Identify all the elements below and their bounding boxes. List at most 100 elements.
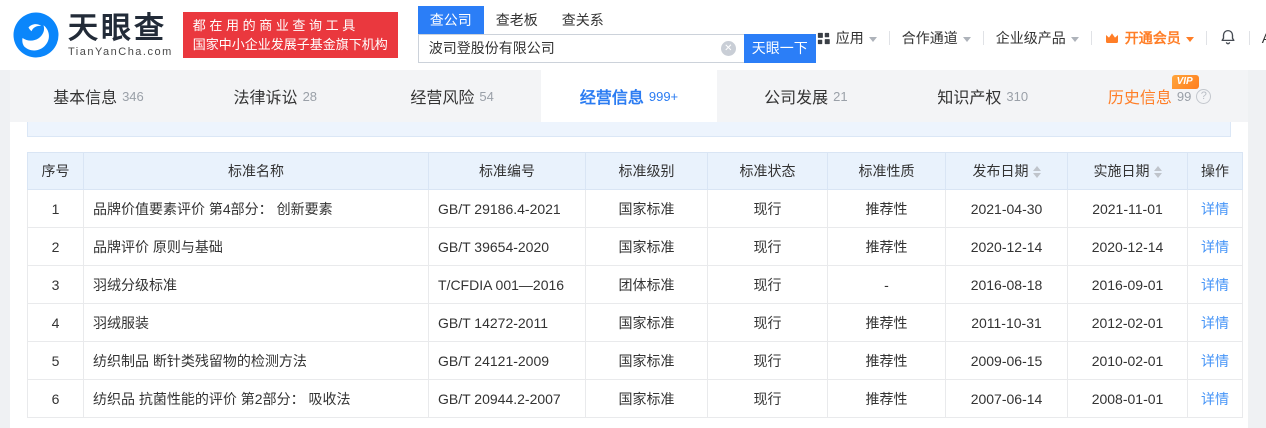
search-tabs: 查公司 查老板 查关系 bbox=[417, 5, 816, 34]
divider bbox=[1205, 31, 1207, 45]
search-block: 查公司 查老板 查关系 ✕ 天眼一下 bbox=[417, 5, 816, 63]
search-tab-relation[interactable]: 查关系 bbox=[561, 11, 604, 28]
table-row: 3 羽绒分级标准 T/CFDIA 001—2016 团体标准 现行 - 2016… bbox=[27, 265, 1243, 304]
cell-standard-level: 团体标准 bbox=[585, 265, 708, 304]
cell-standard-code: GB/T 20944.2-2007 bbox=[428, 379, 586, 418]
table-row: 5 纺织制品 断针类残留物的检测方法 GB/T 24121-2009 国家标准 … bbox=[27, 341, 1243, 380]
nav-partner-label: 合作通道 bbox=[901, 30, 958, 46]
standards-table: 序号 标准名称 标准编号 标准级别 标准状态 标准性质 发布日期 实施日期 操作… bbox=[27, 152, 1243, 418]
company-page: 基本信息 346 法律诉讼 28 经营风险 54 经营信息 999+ 公司发展 … bbox=[10, 70, 1248, 428]
search-button[interactable]: 天眼一下 bbox=[743, 33, 816, 63]
cell-publish-date: 2020-12-14 bbox=[945, 227, 1068, 266]
nav-enterprise-products[interactable]: 企业级产品 bbox=[996, 28, 1079, 48]
cell-publish-date: 2007-06-14 bbox=[945, 379, 1068, 418]
cell-action: 详情 bbox=[1187, 189, 1243, 228]
table-row: 2 品牌评价 原则与基础 GB/T 39654-2020 国家标准 现行 推荐性… bbox=[27, 227, 1243, 266]
apps-grid-icon bbox=[816, 31, 831, 46]
cell-implement-date: 2021-11-01 bbox=[1067, 189, 1188, 228]
cell-standard-status: 现行 bbox=[707, 227, 828, 266]
detail-link[interactable]: 详情 bbox=[1201, 238, 1229, 255]
slogan-line-1: 都 在 用 的 商 业 查 询 工 具 bbox=[192, 18, 356, 33]
detail-link[interactable]: 详情 bbox=[1201, 314, 1229, 331]
logo[interactable]: 天眼查 TianYanCha.com bbox=[12, 11, 173, 59]
cell-standard-name: 纺织制品 断针类残留物的检测方法 bbox=[83, 341, 429, 380]
cell-index: 3 bbox=[27, 265, 84, 304]
cell-standard-status: 现行 bbox=[707, 341, 828, 380]
divider bbox=[982, 31, 984, 45]
cell-action: 详情 bbox=[1187, 303, 1243, 342]
brand-name: 天眼查 bbox=[68, 11, 167, 45]
col-standard-status: 标准状态 bbox=[707, 152, 828, 190]
cell-action: 详情 bbox=[1187, 227, 1243, 266]
cell-action: 详情 bbox=[1187, 341, 1243, 380]
tab-business-info[interactable]: 经营信息 999+ bbox=[540, 70, 718, 122]
cell-standard-nature: - bbox=[827, 265, 946, 304]
slogan-line-2: 国家中小企业发展子基金旗下机构 bbox=[192, 37, 388, 52]
cell-standard-level: 国家标准 bbox=[585, 227, 708, 266]
tab-intellectual-property[interactable]: 知识产权 310 bbox=[937, 88, 1029, 108]
cell-standard-nature: 推荐性 bbox=[827, 341, 946, 380]
cell-standard-name: 品牌价值要素评价 第4部分： 创新要素 bbox=[83, 189, 429, 228]
col-standard-level: 标准级别 bbox=[585, 152, 708, 190]
clear-input-icon[interactable]: ✕ bbox=[720, 40, 736, 56]
cell-index: 2 bbox=[27, 227, 84, 266]
table-row: 6 纺织品 抗菌性能的评价 第2部分： 吸收法 GB/T 20944.2-200… bbox=[27, 379, 1243, 418]
cell-publish-date: 2021-04-30 bbox=[945, 189, 1068, 228]
cell-standard-name: 羽绒服装 bbox=[83, 303, 429, 342]
cell-standard-status: 现行 bbox=[707, 265, 828, 304]
notice-banner-partial bbox=[27, 122, 1231, 137]
cell-standard-code: T/CFDIA 001—2016 bbox=[428, 265, 586, 304]
tab-history-info[interactable]: VIP 历史信息 99 ? bbox=[1071, 70, 1248, 122]
col-publish-date: 发布日期 bbox=[945, 152, 1068, 190]
sort-publish-date-icon[interactable] bbox=[1032, 166, 1041, 179]
nav-user-menu[interactable]: Ashl... bbox=[1262, 30, 1266, 46]
chevron-down-icon bbox=[962, 36, 971, 42]
cell-action: 详情 bbox=[1187, 379, 1243, 418]
detail-link[interactable]: 详情 bbox=[1201, 390, 1229, 407]
table-header-row: 序号 标准名称 标准编号 标准级别 标准状态 标准性质 发布日期 实施日期 操作 bbox=[27, 152, 1243, 190]
search-input[interactable] bbox=[417, 33, 744, 63]
detail-link[interactable]: 详情 bbox=[1201, 200, 1229, 217]
cell-publish-date: 2009-06-15 bbox=[945, 341, 1068, 380]
sort-implement-date-icon[interactable] bbox=[1153, 166, 1162, 179]
nav-apps-label: 应用 bbox=[835, 30, 864, 46]
cell-implement-date: 2012-02-01 bbox=[1067, 303, 1188, 342]
cell-standard-nature: 推荐性 bbox=[827, 303, 946, 342]
company-tab-bar: 基本信息 346 法律诉讼 28 经营风险 54 经营信息 999+ 公司发展 … bbox=[10, 70, 1248, 122]
nav-notifications[interactable] bbox=[1219, 28, 1237, 49]
tab-operation-risk[interactable]: 经营风险 54 bbox=[410, 88, 494, 108]
cell-index: 5 bbox=[27, 341, 84, 380]
cell-implement-date: 2016-09-01 bbox=[1067, 265, 1188, 304]
tab-legal-proceedings[interactable]: 法律诉讼 28 bbox=[233, 88, 318, 108]
tab-company-development[interactable]: 公司发展 21 bbox=[764, 88, 848, 108]
cell-standard-name: 纺织品 抗菌性能的评价 第2部分： 吸收法 bbox=[83, 379, 429, 418]
search-tab-company[interactable]: 查公司 bbox=[417, 5, 484, 34]
divider bbox=[1248, 31, 1250, 45]
cell-index: 1 bbox=[27, 189, 84, 228]
nav-partner-channel[interactable]: 合作通道 bbox=[902, 28, 971, 48]
cell-publish-date: 2016-08-18 bbox=[945, 265, 1068, 304]
crown-icon bbox=[1104, 30, 1120, 46]
detail-link[interactable]: 详情 bbox=[1201, 276, 1229, 293]
chevron-down-icon bbox=[1185, 36, 1194, 42]
col-standard-nature: 标准性质 bbox=[827, 152, 946, 190]
detail-link[interactable]: 详情 bbox=[1201, 352, 1229, 369]
cell-standard-code: GB/T 24121-2009 bbox=[428, 341, 586, 380]
cell-standard-status: 现行 bbox=[707, 379, 828, 418]
vip-badge: VIP bbox=[1171, 75, 1199, 89]
nav-vip-label: 开通会员 bbox=[1124, 30, 1181, 46]
bell-icon bbox=[1219, 28, 1237, 49]
table-row: 1 品牌价值要素评价 第4部分： 创新要素 GB/T 29186.4-2021 … bbox=[27, 189, 1243, 228]
col-index: 序号 bbox=[27, 152, 84, 190]
help-icon[interactable]: ? bbox=[1196, 88, 1212, 104]
search-tab-boss[interactable]: 查老板 bbox=[495, 11, 538, 28]
cell-standard-status: 现行 bbox=[707, 303, 828, 342]
cell-standard-name: 品牌评价 原则与基础 bbox=[83, 227, 429, 266]
tab-basic-info[interactable]: 基本信息 346 bbox=[53, 88, 144, 108]
nav-open-vip[interactable]: 开通会员 bbox=[1104, 28, 1194, 48]
nav-apps[interactable]: 应用 bbox=[816, 28, 877, 48]
cell-standard-level: 国家标准 bbox=[585, 341, 708, 380]
nav-enterprise-label: 企业级产品 bbox=[995, 30, 1066, 46]
cell-standard-level: 国家标准 bbox=[585, 379, 708, 418]
divider bbox=[1090, 31, 1092, 45]
